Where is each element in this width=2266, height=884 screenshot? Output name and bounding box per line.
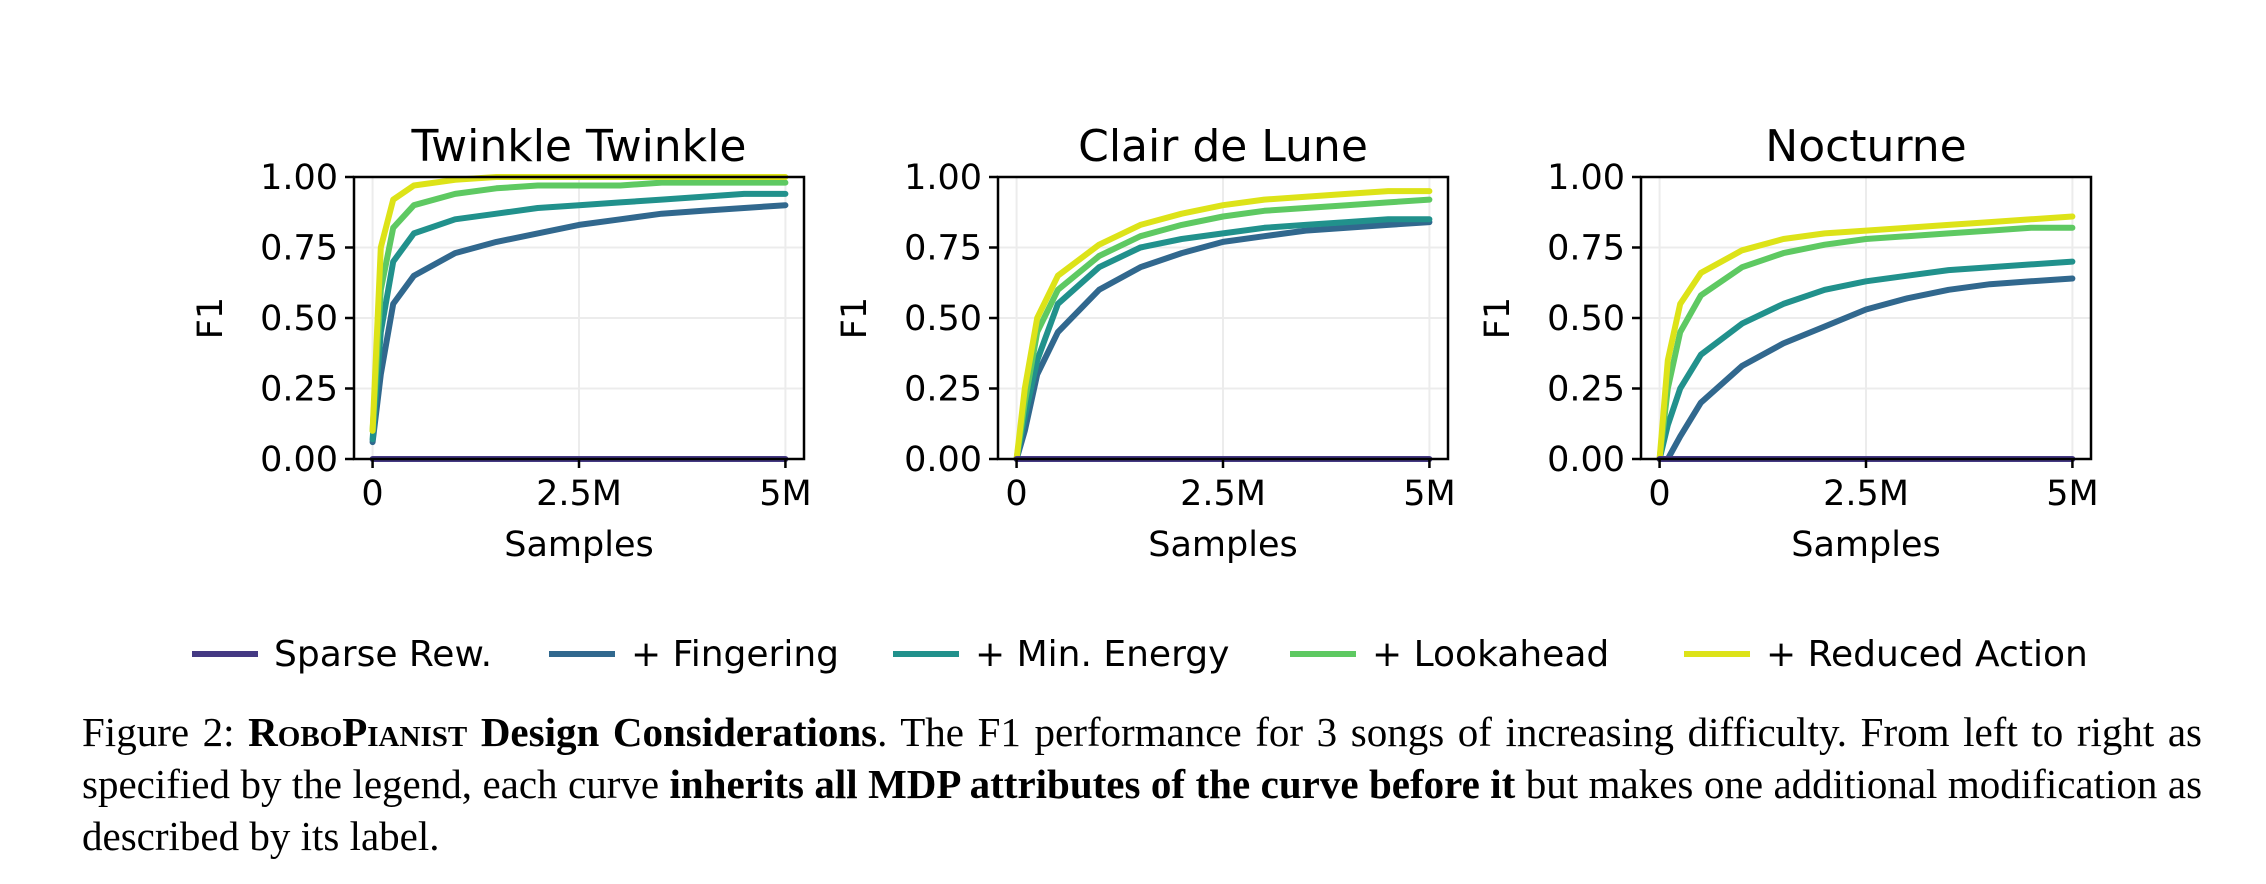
y-tick-label: 0.50 xyxy=(1547,299,1625,339)
figure-caption: Figure 2: RoboPianist Design Considerati… xyxy=(82,706,2202,862)
x-tick-label: 2.5M xyxy=(1180,474,1266,514)
chart-svg: 0.00 0.25 0.50 0.75 1.00 0 2.5M 5M Twinkle Twink… xyxy=(191,121,2099,675)
caption-title-rest: Design Considerations xyxy=(480,709,878,755)
x-tick-label: 0 xyxy=(361,474,383,514)
y-axis-label: F1 xyxy=(835,297,875,339)
x-tick-label: 5M xyxy=(1403,474,1455,514)
caption-text-1: . The F1 performance for 3 songs of incr… xyxy=(82,709,2203,807)
legend: Sparse Rew. + Fingering + Min. Energy + Loo… xyxy=(192,634,2088,675)
y-tick-label: 0.25 xyxy=(260,370,338,410)
legend-label: + Min. Energy xyxy=(975,634,1229,675)
y-tick-label: 0.00 xyxy=(260,440,338,480)
series-line-reduced-action xyxy=(1656,213,2076,462)
y-tick-label: 1.00 xyxy=(260,158,338,198)
legend-label: + Lookahead xyxy=(1372,634,1609,675)
y-tick-label: 0.75 xyxy=(904,229,982,269)
y-tick-label: 0.00 xyxy=(904,440,982,480)
chart-panel-3: 0.00 0.25 0.50 0.75 1.00 0 2.5M 5M Nocturne Sampl… xyxy=(1478,121,2099,565)
caption-text-2: but makes one additional modification as… xyxy=(82,761,2203,859)
x-tick-label: 0 xyxy=(1005,474,1027,514)
series-line-lookahead xyxy=(1656,224,2076,462)
series-line-fingering xyxy=(1013,219,1433,462)
y-tick-label: 0.00 xyxy=(1547,440,1625,480)
series-line-reduced-action xyxy=(1013,188,1433,462)
x-axis-label: Samples xyxy=(504,525,653,565)
x-tick-label: 0 xyxy=(1648,474,1670,514)
x-axis-label: Samples xyxy=(1791,525,1940,565)
y-tick-label: 0.25 xyxy=(1547,370,1625,410)
y-tick-label: 1.00 xyxy=(1547,158,1625,198)
chart-title: Nocturne xyxy=(1765,121,1966,172)
y-tick-label: 1.00 xyxy=(904,158,982,198)
caption-title-name: RoboPianist xyxy=(248,709,468,755)
y-tick-label: 0.50 xyxy=(260,299,338,339)
x-tick-label: 2.5M xyxy=(1823,474,1909,514)
y-axis-label: F1 xyxy=(191,297,231,339)
series-line-lookahead xyxy=(369,179,789,434)
series-line-min-energy xyxy=(1656,258,2076,462)
chart-title: Twinkle Twinkle xyxy=(411,121,747,172)
chart-panel-2: 0.00 0.25 0.50 0.75 1.00 0 2.5M 5M Clair de Lune… xyxy=(835,121,1456,565)
caption-bold-phrase: inherits all MDP attributes of the curve… xyxy=(669,761,1516,807)
series-line-min-energy xyxy=(369,190,789,443)
caption-figure-label: Figure 2: xyxy=(82,709,235,755)
x-tick-label: 5M xyxy=(759,474,811,514)
legend-label: + Reduced Action xyxy=(1766,634,2088,675)
y-axis-label: F1 xyxy=(1478,297,1518,339)
x-axis-label: Samples xyxy=(1148,525,1297,565)
y-tick-label: 0.75 xyxy=(260,229,338,269)
y-tick-label: 0.75 xyxy=(1547,229,1625,269)
x-tick-label: 5M xyxy=(2046,474,2098,514)
legend-label: Sparse Rew. xyxy=(274,634,492,675)
series-line-min-energy xyxy=(1013,216,1433,462)
chart-title: Clair de Lune xyxy=(1078,121,1368,172)
series-line-fingering xyxy=(1656,275,2076,462)
x-tick-label: 2.5M xyxy=(536,474,622,514)
y-tick-label: 0.25 xyxy=(904,370,982,410)
y-tick-label: 0.50 xyxy=(904,299,982,339)
legend-label: + Fingering xyxy=(631,634,839,675)
chart-panel-1: 0.00 0.25 0.50 0.75 1.00 0 2.5M 5M Twinkle Twink… xyxy=(191,121,812,565)
series-line-fingering xyxy=(369,202,789,446)
